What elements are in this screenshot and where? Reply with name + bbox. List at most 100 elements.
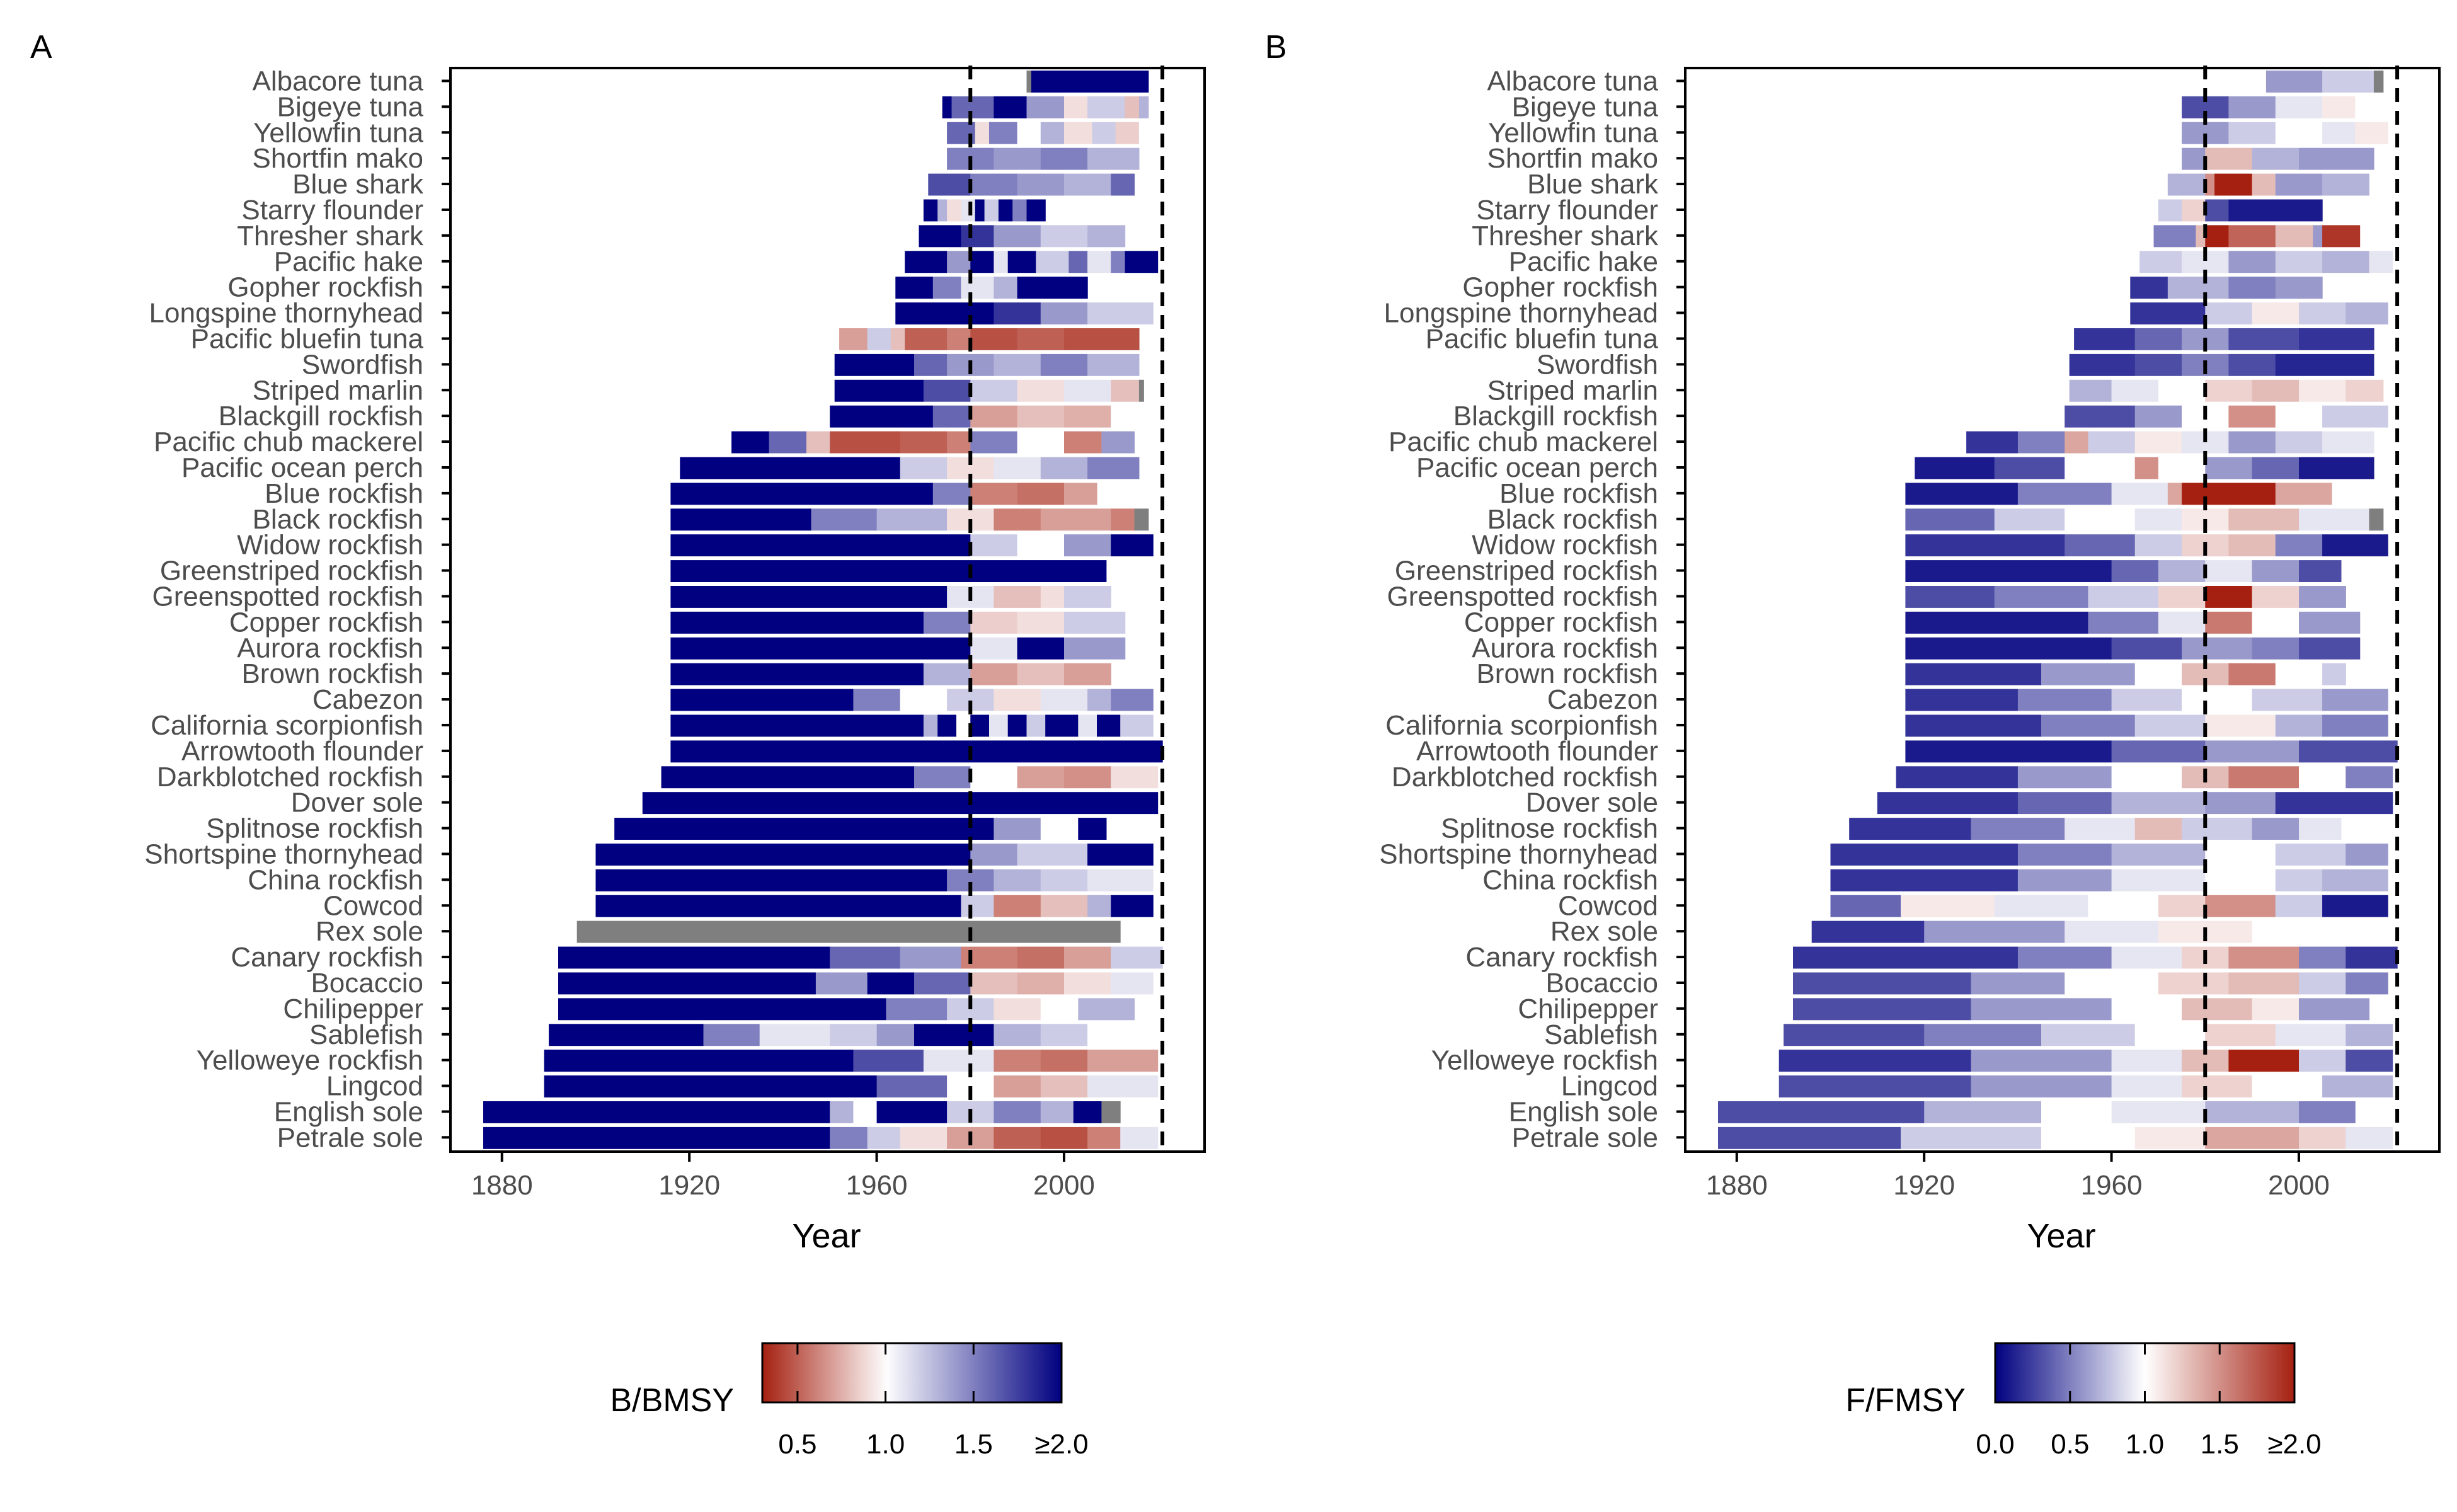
heatmap-cell bbox=[876, 508, 948, 531]
heatmap-cell bbox=[1064, 431, 1102, 454]
heatmap-cell bbox=[876, 1075, 948, 1097]
heatmap-cell bbox=[1830, 869, 2019, 891]
heatmap-cell bbox=[2134, 405, 2182, 428]
heatmap-cell bbox=[2205, 586, 2253, 608]
heatmap-row bbox=[942, 96, 1149, 118]
heatmap-cell bbox=[2322, 173, 2369, 196]
heatmap-cell bbox=[1830, 895, 1901, 917]
heatmap-cell bbox=[2158, 457, 2206, 479]
heatmap-cell bbox=[932, 483, 971, 505]
heatmap-cell bbox=[2252, 611, 2300, 634]
heatmap-cell bbox=[994, 353, 1041, 376]
heatmap-cell bbox=[2228, 766, 2300, 789]
heatmap-cell bbox=[1793, 998, 1972, 1021]
heatmap-cell bbox=[2299, 637, 2361, 660]
heatmap-cell bbox=[1064, 379, 1111, 402]
heatmap-cell bbox=[970, 972, 1018, 995]
heatmap-cell bbox=[2345, 1126, 2393, 1149]
heatmap-cell bbox=[1017, 328, 1065, 350]
heatmap-row bbox=[1793, 946, 2398, 969]
heatmap-cell bbox=[923, 663, 971, 685]
heatmap-row bbox=[670, 689, 1154, 711]
heatmap-cell bbox=[1896, 766, 2019, 789]
heatmap-cell bbox=[1111, 173, 1135, 196]
y-tick-label: Black rockfish bbox=[1487, 504, 1658, 535]
heatmap-row bbox=[670, 611, 1126, 634]
heatmap-cell bbox=[2252, 998, 2300, 1021]
heatmap-cell bbox=[2111, 869, 2206, 891]
heatmap-cell bbox=[1101, 431, 1135, 454]
heatmap-cell bbox=[1040, 689, 1088, 711]
heatmap-cell bbox=[914, 972, 971, 995]
heatmap-cell bbox=[2167, 173, 2206, 196]
heatmap-cell bbox=[2228, 663, 2276, 685]
heatmap-cell bbox=[2265, 71, 2323, 93]
heatmap-row bbox=[895, 302, 1154, 324]
heatmap-row bbox=[642, 792, 1159, 815]
heatmap-cell bbox=[2041, 714, 2136, 737]
heatmap-cell bbox=[2214, 173, 2253, 196]
heatmap-cell bbox=[2369, 251, 2393, 273]
y-tick-label: English sole bbox=[274, 1097, 423, 1128]
heatmap-cell bbox=[853, 1101, 878, 1123]
y-tick-label: Cowcod bbox=[1558, 890, 1658, 921]
heatmap-cell bbox=[867, 972, 915, 995]
heatmap-row bbox=[1778, 1050, 2393, 1072]
y-tick-label: Widow rockfish bbox=[237, 530, 423, 561]
panel-a-letter: A bbox=[30, 29, 52, 66]
heatmap-cell bbox=[2345, 1050, 2393, 1072]
heatmap-cell bbox=[2134, 714, 2206, 737]
heatmap-cell bbox=[1040, 302, 1088, 324]
heatmap-cell bbox=[994, 277, 1018, 299]
heatmap-cell bbox=[2205, 379, 2253, 402]
heatmap-row bbox=[661, 766, 1159, 789]
heatmap-cell bbox=[558, 972, 816, 995]
y-tick-label: Pacific bluefin tuna bbox=[191, 324, 424, 355]
y-tick-label: Pacific bluefin tuna bbox=[1426, 324, 1659, 355]
heatmap-row bbox=[483, 1126, 1159, 1149]
y-tick-label: English sole bbox=[1509, 1097, 1658, 1128]
y-tick-label: Lingcod bbox=[1561, 1071, 1658, 1102]
y-tick-label: Rex sole bbox=[1550, 916, 1658, 947]
heatmap-row bbox=[2130, 302, 2388, 324]
heatmap-cell bbox=[1040, 508, 1111, 531]
heatmap-cell bbox=[1078, 714, 1097, 737]
y-tick-label: Cabezon bbox=[312, 684, 423, 715]
heatmap-cell bbox=[1087, 353, 1140, 376]
heatmap-cell bbox=[2275, 869, 2323, 891]
heatmap-cell bbox=[2041, 1126, 2136, 1149]
heatmap-cell bbox=[895, 277, 934, 299]
heatmap-cell bbox=[923, 1050, 994, 1072]
heatmap-cell bbox=[2017, 869, 2112, 891]
heatmap-cell bbox=[2369, 508, 2384, 531]
heatmap-cell bbox=[2205, 560, 2253, 582]
y-tick-label: Yelloweye rockfish bbox=[197, 1045, 423, 1076]
heatmap-cell bbox=[2275, 173, 2323, 196]
heatmap-cell bbox=[595, 844, 971, 866]
heatmap-cell bbox=[900, 689, 948, 711]
heatmap-cell bbox=[1017, 611, 1065, 634]
heatmap-cell bbox=[994, 251, 1009, 273]
heatmap-cell bbox=[975, 199, 985, 222]
heatmap-row bbox=[928, 173, 1135, 196]
heatmap-row bbox=[839, 328, 1140, 350]
heatmap-cell bbox=[1017, 431, 1065, 454]
heatmap-cell bbox=[2134, 457, 2159, 479]
heatmap-cell bbox=[1718, 1126, 1901, 1149]
heatmap-cell bbox=[1111, 534, 1154, 557]
heatmap-cell bbox=[2299, 766, 2346, 789]
heatmap-cell bbox=[1905, 689, 2019, 711]
heatmap-cell bbox=[1087, 147, 1140, 170]
y-tick-label: Striped marlin bbox=[1487, 375, 1658, 406]
heatmap-cell bbox=[2065, 972, 2159, 995]
heatmap-cell bbox=[2299, 560, 2342, 582]
panel-b-legend-tick-1: 0.5 bbox=[2051, 1429, 2089, 1460]
heatmap-cell bbox=[1064, 173, 1111, 196]
heatmap-cell bbox=[2134, 534, 2182, 557]
heatmap-cell bbox=[1092, 122, 1116, 144]
heatmap-cell bbox=[2275, 96, 2323, 118]
y-tick-label: Blackgill rockfish bbox=[219, 401, 423, 432]
heatmap-cell bbox=[2017, 483, 2112, 505]
heatmap-cell bbox=[670, 534, 971, 557]
